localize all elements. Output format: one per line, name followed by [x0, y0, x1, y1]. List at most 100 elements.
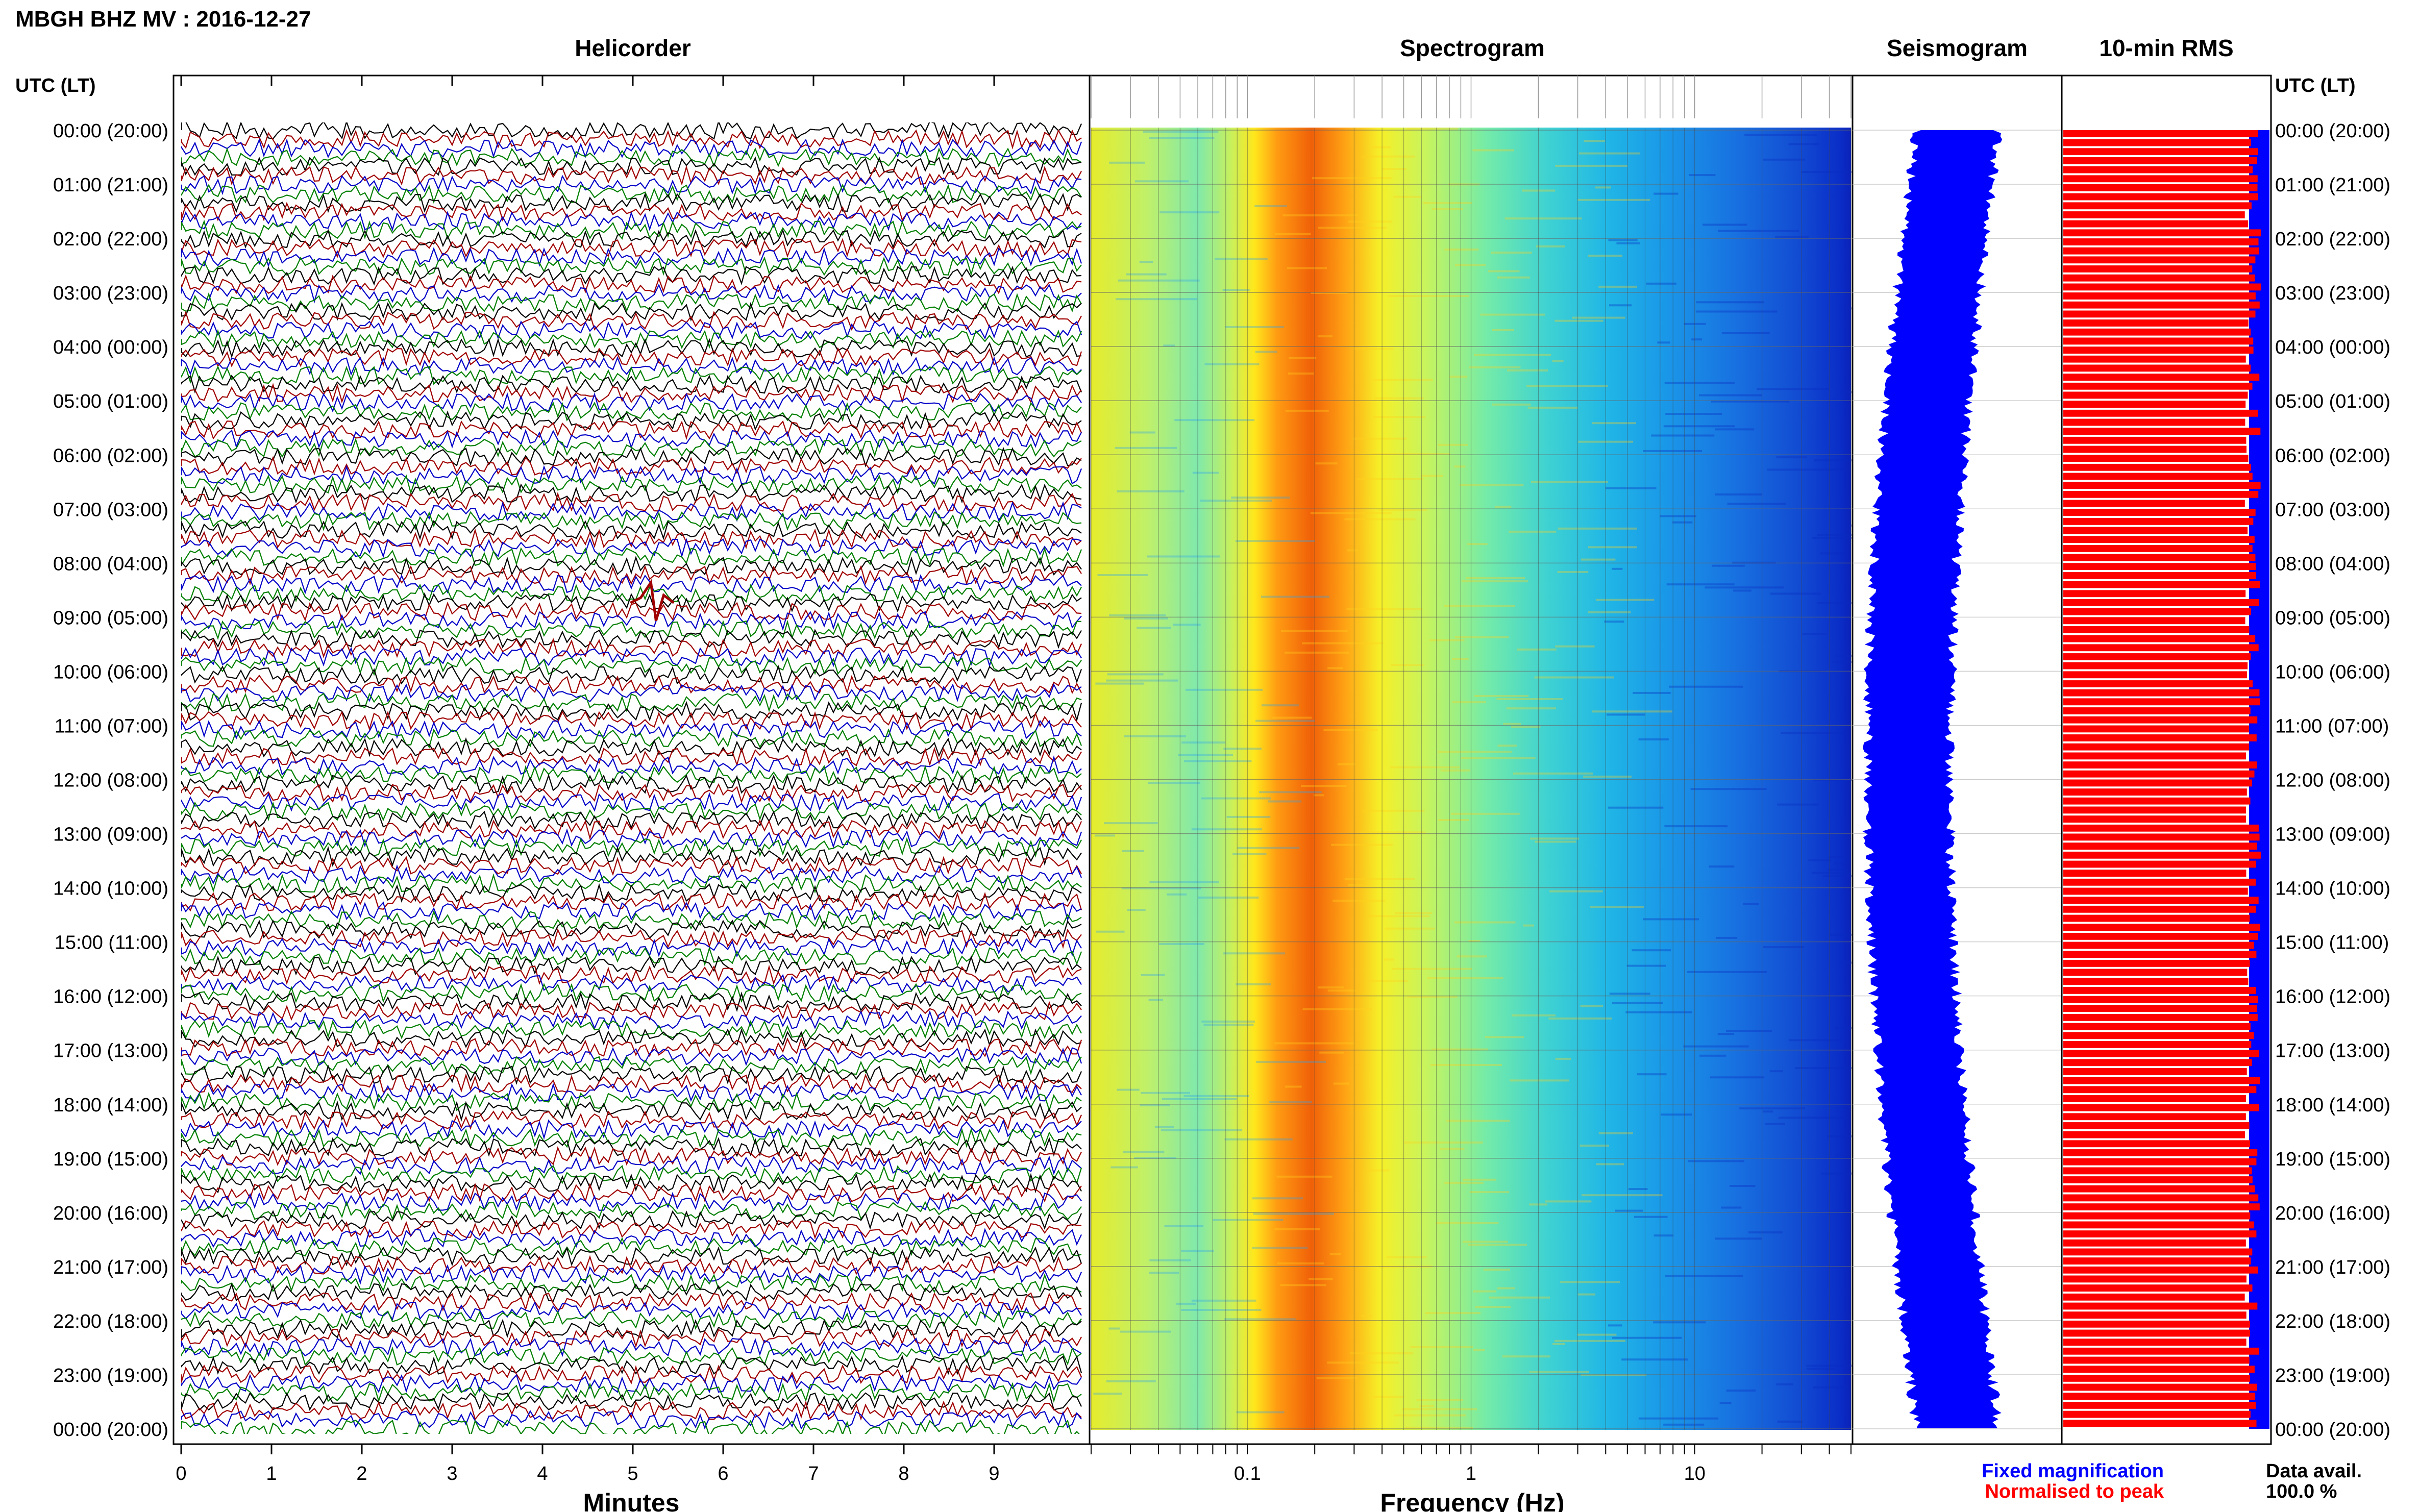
- spectrogram-stripe: [1444, 249, 1479, 251]
- spectrogram-stripe: [1120, 1330, 1171, 1333]
- rms-bar: [2063, 1366, 2255, 1373]
- helicorder-trace: [181, 429, 1082, 449]
- time-label: 18:00 (14:00): [53, 1095, 168, 1116]
- spectrogram-stripe: [1609, 993, 1650, 995]
- rms-bar: [2063, 608, 2251, 615]
- spectrogram-stripe: [1572, 316, 1625, 319]
- spectrogram-stripe: [1535, 840, 1576, 843]
- spectrogram-stripe: [1109, 161, 1145, 164]
- helicorder-trace: [181, 1146, 1082, 1166]
- helicorder-title: Helicorder: [575, 35, 691, 61]
- spectrogram-stripe: [1529, 1371, 1589, 1373]
- spectrogram-stripe: [1368, 915, 1430, 918]
- minute-tick-label: 2: [356, 1463, 367, 1484]
- spectrogram-stripe: [1814, 459, 1867, 462]
- helicorder-trace: [181, 520, 1082, 540]
- spectrogram-stripe: [1660, 515, 1696, 517]
- spectrogram-stripe: [1468, 1244, 1527, 1246]
- spectrogram-stripe: [1663, 425, 1735, 428]
- spectrogram-stripe: [1139, 261, 1153, 263]
- helicorder-trace: [181, 175, 1082, 195]
- rms-bar: [2063, 283, 2261, 291]
- spectrogram-stripe: [1373, 1396, 1404, 1398]
- helicorder-trace: [181, 1028, 1082, 1049]
- rms-bar: [2063, 310, 2256, 318]
- time-label: 22:00 (18:00): [2275, 1311, 2390, 1332]
- spectrogram-stripe: [1536, 245, 1565, 247]
- spectrogram-stripe: [1274, 1228, 1320, 1230]
- rms-bar: [2063, 202, 2252, 210]
- helicorder-trace: [181, 238, 1082, 258]
- time-label: 05:00 (01:00): [53, 391, 168, 412]
- minute-tick-label: 7: [808, 1463, 819, 1484]
- rms-bar: [2063, 229, 2261, 237]
- helicorder-trace: [181, 1010, 1082, 1031]
- helicorder-trace: [181, 792, 1082, 812]
- helicorder-trace: [181, 1082, 1082, 1102]
- helicorder-trace: [181, 1392, 1082, 1412]
- helicorder-trace: [181, 129, 1082, 150]
- helicorder-trace: [181, 329, 1082, 350]
- spectrogram-stripe: [1106, 1380, 1156, 1382]
- spectrogram-stripe: [1378, 509, 1427, 511]
- spectrogram-stripe: [1154, 1126, 1174, 1128]
- time-label: 04:00 (00:00): [2275, 337, 2390, 358]
- spectrogram-stripe: [1203, 1024, 1254, 1026]
- spectrogram-stripe: [1104, 822, 1158, 825]
- spectrogram-stripe: [1261, 596, 1330, 598]
- helicorder-trace: [181, 337, 1082, 359]
- spectrogram-stripe: [1124, 617, 1168, 619]
- spectrogram-stripe: [1149, 881, 1219, 883]
- helicorder-trace: [181, 392, 1082, 413]
- rms-bar: [2063, 978, 2249, 985]
- spectrogram-stripe: [1338, 763, 1356, 765]
- rms-bar: [2063, 409, 2258, 417]
- spectrogram-stripe: [1094, 834, 1115, 837]
- time-label: 02:00 (22:00): [53, 229, 168, 250]
- spectrogram-stripe: [1143, 131, 1219, 133]
- spectrogram-stripe: [1127, 909, 1146, 911]
- spectrogram-stripe: [1820, 552, 1846, 555]
- spectrogram-stripe: [1811, 872, 1850, 874]
- rms-bar: [2063, 897, 2259, 904]
- spectrogram-stripe: [1512, 1014, 1556, 1017]
- rms-bar: [2063, 401, 2246, 408]
- rms-bar: [2063, 1221, 2254, 1229]
- spectrogram-stripe: [1252, 1247, 1308, 1249]
- helicorder-event: [630, 579, 675, 622]
- minute-tick-label: 6: [718, 1463, 728, 1484]
- spectrogram-stripe: [1555, 164, 1628, 167]
- spectrogram-stripe: [1807, 1368, 1835, 1370]
- helicorder-trace: [181, 637, 1082, 658]
- spectrogram-stripe: [1580, 1005, 1603, 1007]
- spectrogram-stripe: [1226, 815, 1271, 818]
- rms-bar: [2063, 490, 2259, 498]
- seismogram-trace: [1862, 130, 2003, 1428]
- spectrogram-stripe: [1664, 382, 1735, 384]
- spectrogram-stripe: [1578, 440, 1634, 443]
- helicorder-trace: [181, 492, 1082, 512]
- rms-bar: [2063, 509, 2256, 516]
- spectrogram-stripe: [1730, 1185, 1756, 1187]
- spectrogram-stripe: [1545, 1200, 1592, 1203]
- rms-bar: [2063, 1032, 2254, 1039]
- rms-bar: [2063, 265, 2253, 272]
- helicorder-trace: [181, 347, 1082, 367]
- spectrogram-stripe: [1577, 1293, 1596, 1296]
- spectrogram-stripe: [1118, 279, 1200, 282]
- spectrogram-stripe: [1653, 192, 1679, 195]
- rms-bar: [2063, 1140, 2251, 1148]
- helicorder-trace: [181, 447, 1082, 468]
- time-label: 16:00 (12:00): [53, 986, 168, 1008]
- rms-bar: [2063, 545, 2253, 552]
- helicorder-trace: [181, 1092, 1082, 1112]
- spectrogram-stripe: [1410, 1346, 1473, 1348]
- rms-bar: [2063, 500, 2245, 507]
- spectrogram-stripe: [1813, 1386, 1849, 1389]
- helicorder-trace: [181, 720, 1082, 740]
- spectrogram-stripe: [1829, 856, 1847, 858]
- spectrogram-stripe: [1167, 893, 1187, 896]
- spectrogram-stripe: [1577, 199, 1650, 201]
- spectrogram-stripe: [1688, 1160, 1744, 1162]
- spectrogram-stripe: [1721, 332, 1770, 334]
